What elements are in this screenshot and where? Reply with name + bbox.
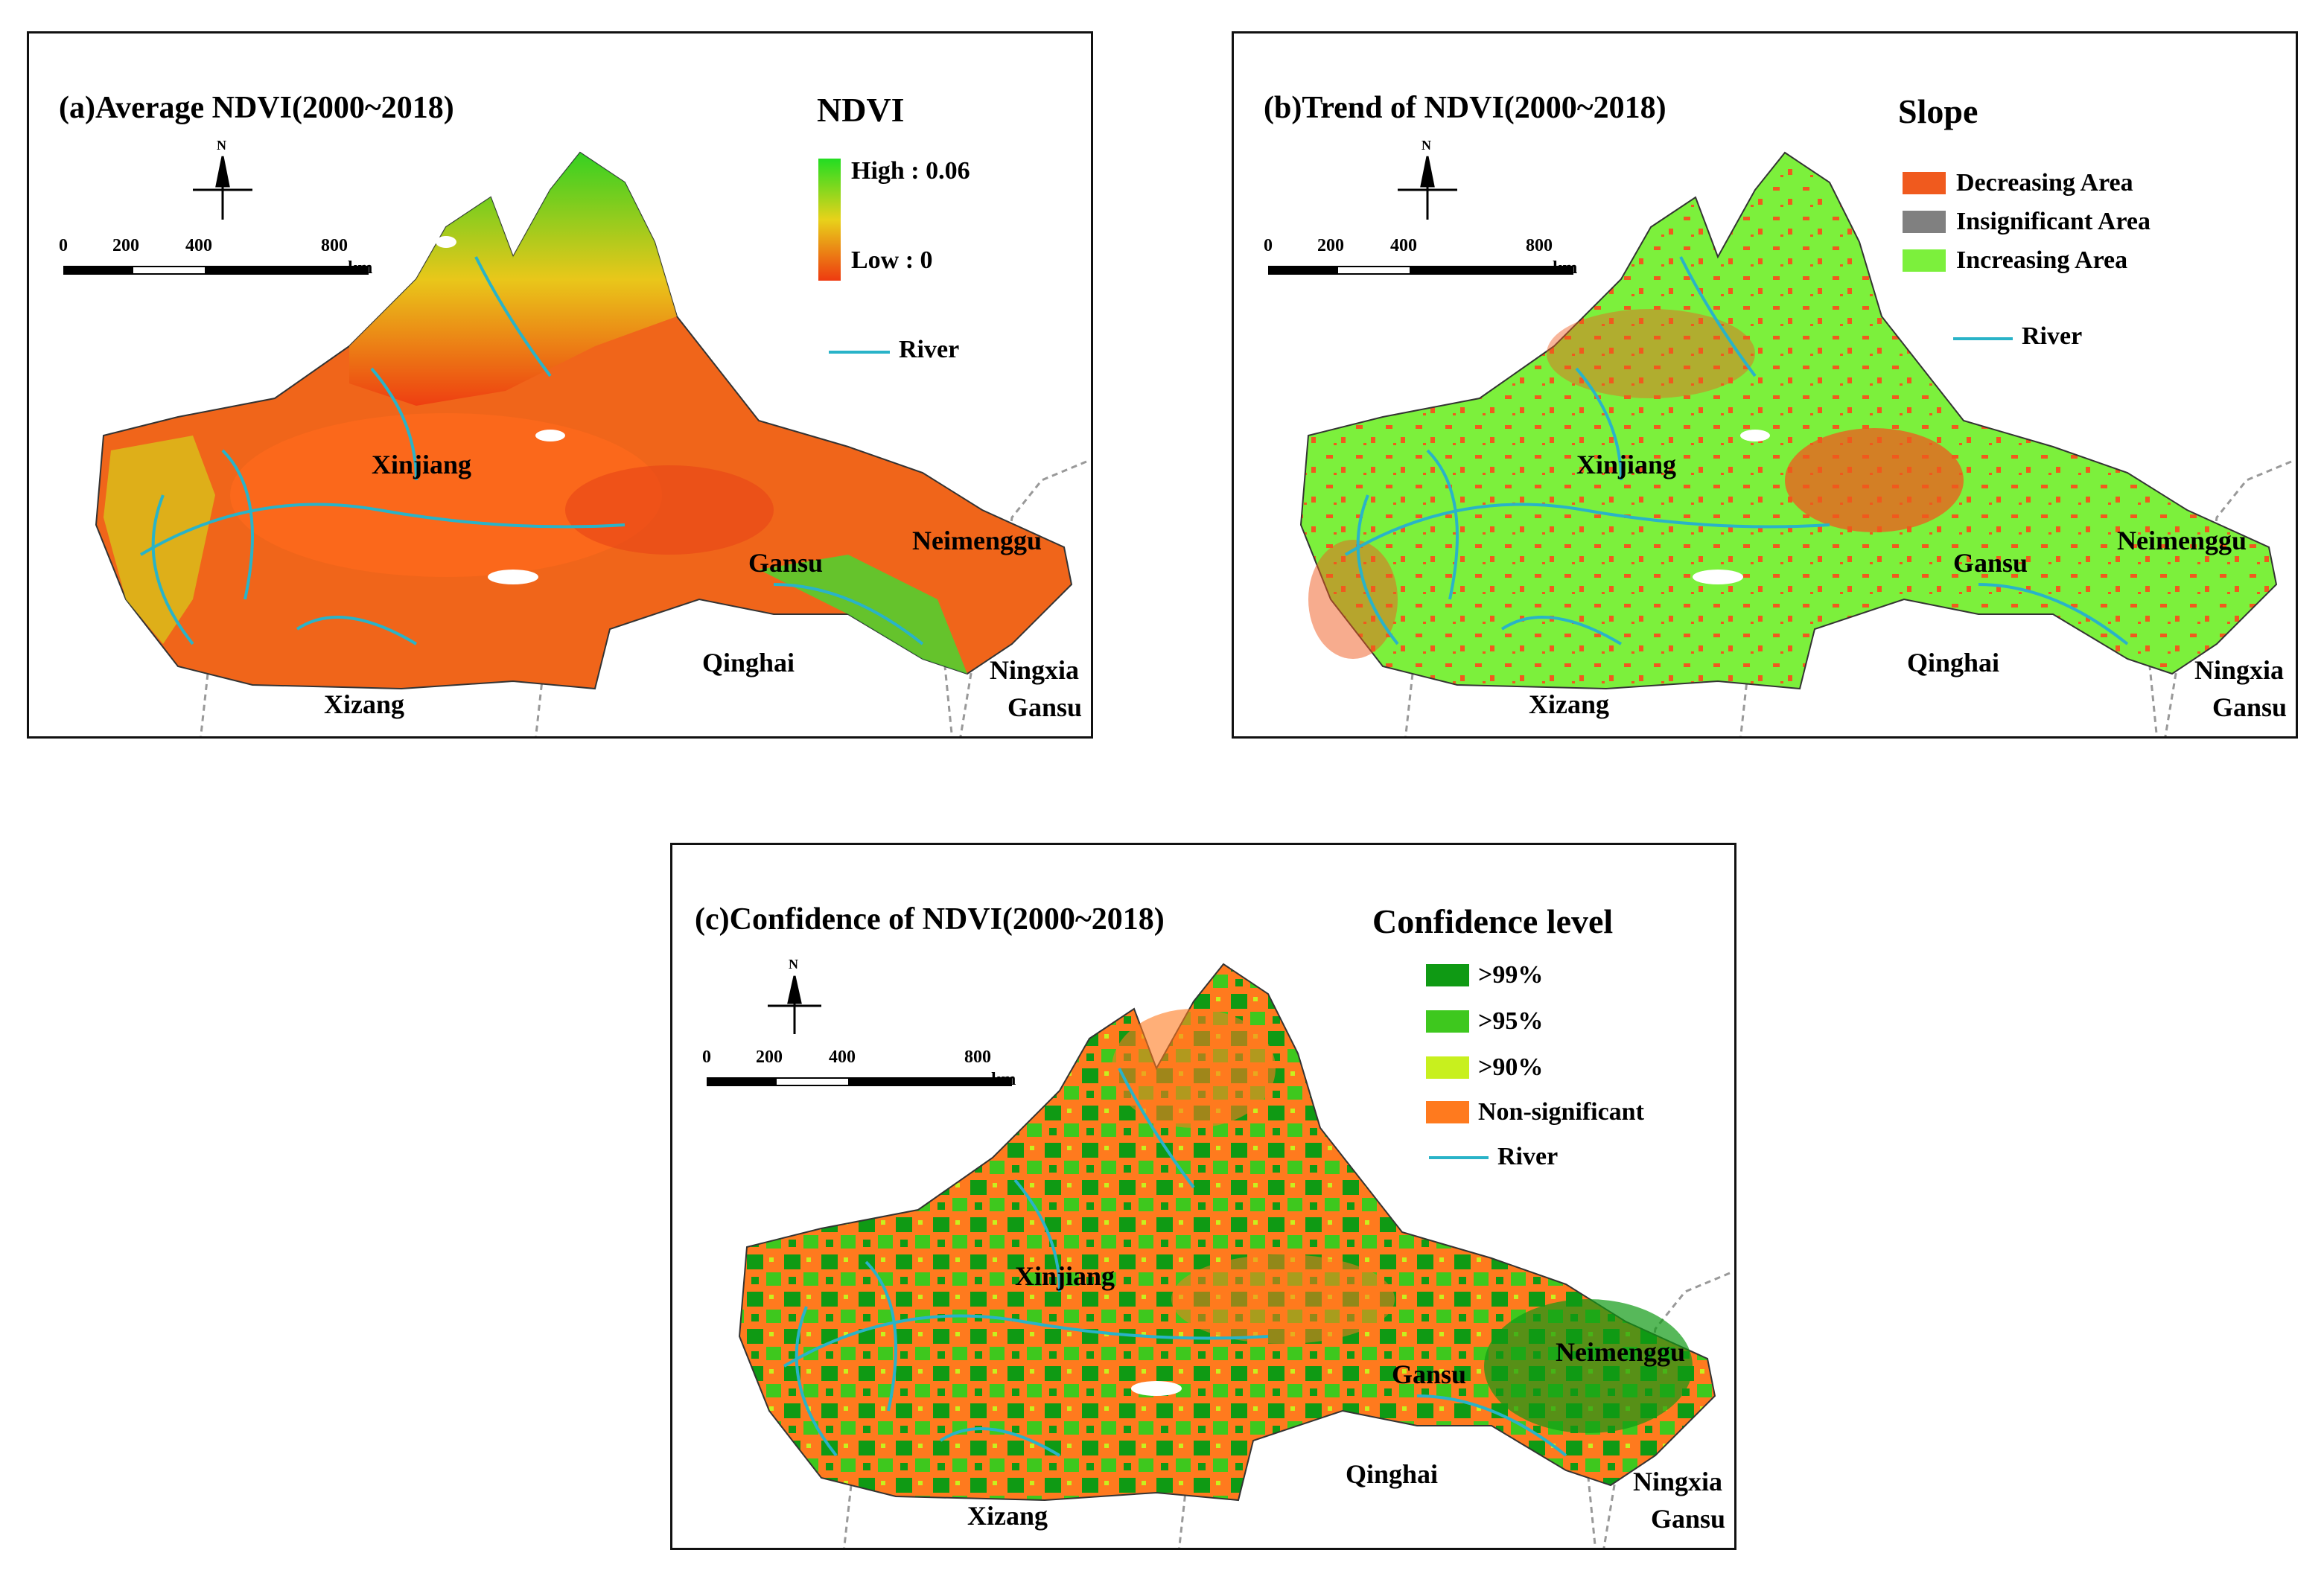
scale-unit: km bbox=[1553, 258, 1578, 278]
scale-tick: 800 bbox=[964, 1047, 991, 1067]
north-arrow bbox=[1398, 156, 1457, 220]
legend-swatch bbox=[1903, 211, 1946, 233]
place-label-gansu-2: Gansu bbox=[1007, 692, 1083, 722]
legend-swatch bbox=[1903, 172, 1946, 194]
north-arrow bbox=[768, 975, 821, 1034]
legend-title: NDVI bbox=[817, 91, 905, 129]
legend-swatch bbox=[1426, 1056, 1469, 1079]
scale-tick: 400 bbox=[1390, 236, 1417, 255]
panel-title: (c)Confidence of NDVI(2000~2018) bbox=[695, 902, 1165, 937]
region-shape-b bbox=[1299, 151, 2278, 690]
place-label-xinjiang: Xinjiang bbox=[372, 450, 472, 479]
place-label-qinghai: Qinghai bbox=[1346, 1459, 1439, 1489]
place-label-neimenggu: Neimenggu bbox=[912, 526, 1042, 555]
legend-item-label: Low : 0 bbox=[851, 246, 933, 274]
place-label-qinghai: Qinghai bbox=[1907, 648, 2000, 677]
scale-tick: 200 bbox=[112, 236, 139, 255]
place-label-neimenggu: Neimenggu bbox=[2117, 526, 2247, 555]
north-label: N bbox=[217, 138, 226, 153]
scale-tick: 400 bbox=[185, 236, 212, 255]
map-a-canvas bbox=[63, 151, 1087, 736]
scale-unit: km bbox=[991, 1070, 1016, 1089]
scale-tick: 0 bbox=[1264, 236, 1273, 255]
place-label-xizang: Xizang bbox=[324, 689, 404, 719]
place-label-xizang: Xizang bbox=[1529, 689, 1609, 719]
place-label-ningxia: Ningxia bbox=[1633, 1467, 1723, 1496]
scale-unit: km bbox=[348, 258, 373, 278]
scale-bar bbox=[707, 1077, 1012, 1086]
scale-bar bbox=[1268, 266, 1573, 275]
north-arrow bbox=[193, 156, 252, 220]
panel-title: (b)Trend of NDVI(2000~2018) bbox=[1264, 91, 1666, 125]
place-label-neimenggu: Neimenggu bbox=[1556, 1337, 1685, 1367]
panel-title: (a)Average NDVI(2000~2018) bbox=[59, 91, 454, 125]
place-label-xizang: Xizang bbox=[967, 1501, 1048, 1531]
place-label-ningxia: Ningxia bbox=[2194, 655, 2285, 685]
map-b-canvas bbox=[1268, 151, 2292, 736]
place-label-qinghai: Qinghai bbox=[702, 648, 795, 677]
legend-title: Confidence level bbox=[1372, 902, 1614, 940]
legend-item-label: Decreasing Area bbox=[1956, 169, 2133, 197]
place-label-gansu: Gansu bbox=[1953, 548, 2028, 578]
legend-swatch bbox=[1903, 249, 1946, 272]
scale-tick: 400 bbox=[829, 1047, 856, 1067]
legend-item-label: Insignificant Area bbox=[1956, 208, 2151, 235]
map-panel-b: (b)Trend of NDVI(2000~2018) Slope Decrea… bbox=[1232, 31, 2298, 739]
legend-title: Slope bbox=[1898, 92, 1978, 130]
scale-tick: 800 bbox=[1526, 236, 1553, 255]
place-label-ningxia: Ningxia bbox=[990, 655, 1080, 685]
place-label-gansu: Gansu bbox=[748, 548, 824, 578]
legend-item-label: Non-significant bbox=[1478, 1098, 1644, 1126]
north-label: N bbox=[1422, 138, 1431, 153]
river-network bbox=[139, 256, 924, 645]
scale-tick: 0 bbox=[702, 1047, 711, 1067]
place-label-gansu-2: Gansu bbox=[1651, 1504, 1726, 1534]
map-panel-a: (a)Average NDVI(2000~2018) NDVI High : 0… bbox=[27, 31, 1093, 739]
legend-item-label: Increasing Area bbox=[1956, 246, 2128, 274]
legend-item-label: High : 0.06 bbox=[851, 157, 970, 185]
legend-swatch bbox=[1426, 1101, 1469, 1123]
north-label: N bbox=[789, 957, 798, 972]
legend-river-label: River bbox=[899, 336, 960, 363]
legend-swatch bbox=[1426, 1010, 1469, 1033]
legend-item-label: >90% bbox=[1478, 1053, 1544, 1081]
place-label-gansu: Gansu bbox=[1392, 1359, 1467, 1389]
legend-river-label: River bbox=[1497, 1143, 1559, 1170]
scale-tick: 200 bbox=[756, 1047, 783, 1067]
place-label-xinjiang: Xinjiang bbox=[1576, 450, 1677, 479]
scale-tick: 800 bbox=[321, 236, 348, 255]
legend-item-label: >99% bbox=[1478, 961, 1544, 989]
map-c-canvas bbox=[707, 963, 1731, 1548]
scale-bar bbox=[63, 266, 369, 275]
place-label-gansu-2: Gansu bbox=[2212, 692, 2288, 722]
legend-river-label: River bbox=[2022, 322, 2083, 350]
place-label-xinjiang: Xinjiang bbox=[1015, 1261, 1115, 1291]
legend-item-label: >95% bbox=[1478, 1007, 1544, 1035]
ndvi-colorbar bbox=[818, 159, 841, 281]
scale-tick: 200 bbox=[1317, 236, 1344, 255]
map-panel-c: (c)Confidence of NDVI(2000~2018) Confide… bbox=[670, 843, 1736, 1550]
scale-tick: 0 bbox=[59, 236, 68, 255]
legend-swatch bbox=[1426, 964, 1469, 986]
